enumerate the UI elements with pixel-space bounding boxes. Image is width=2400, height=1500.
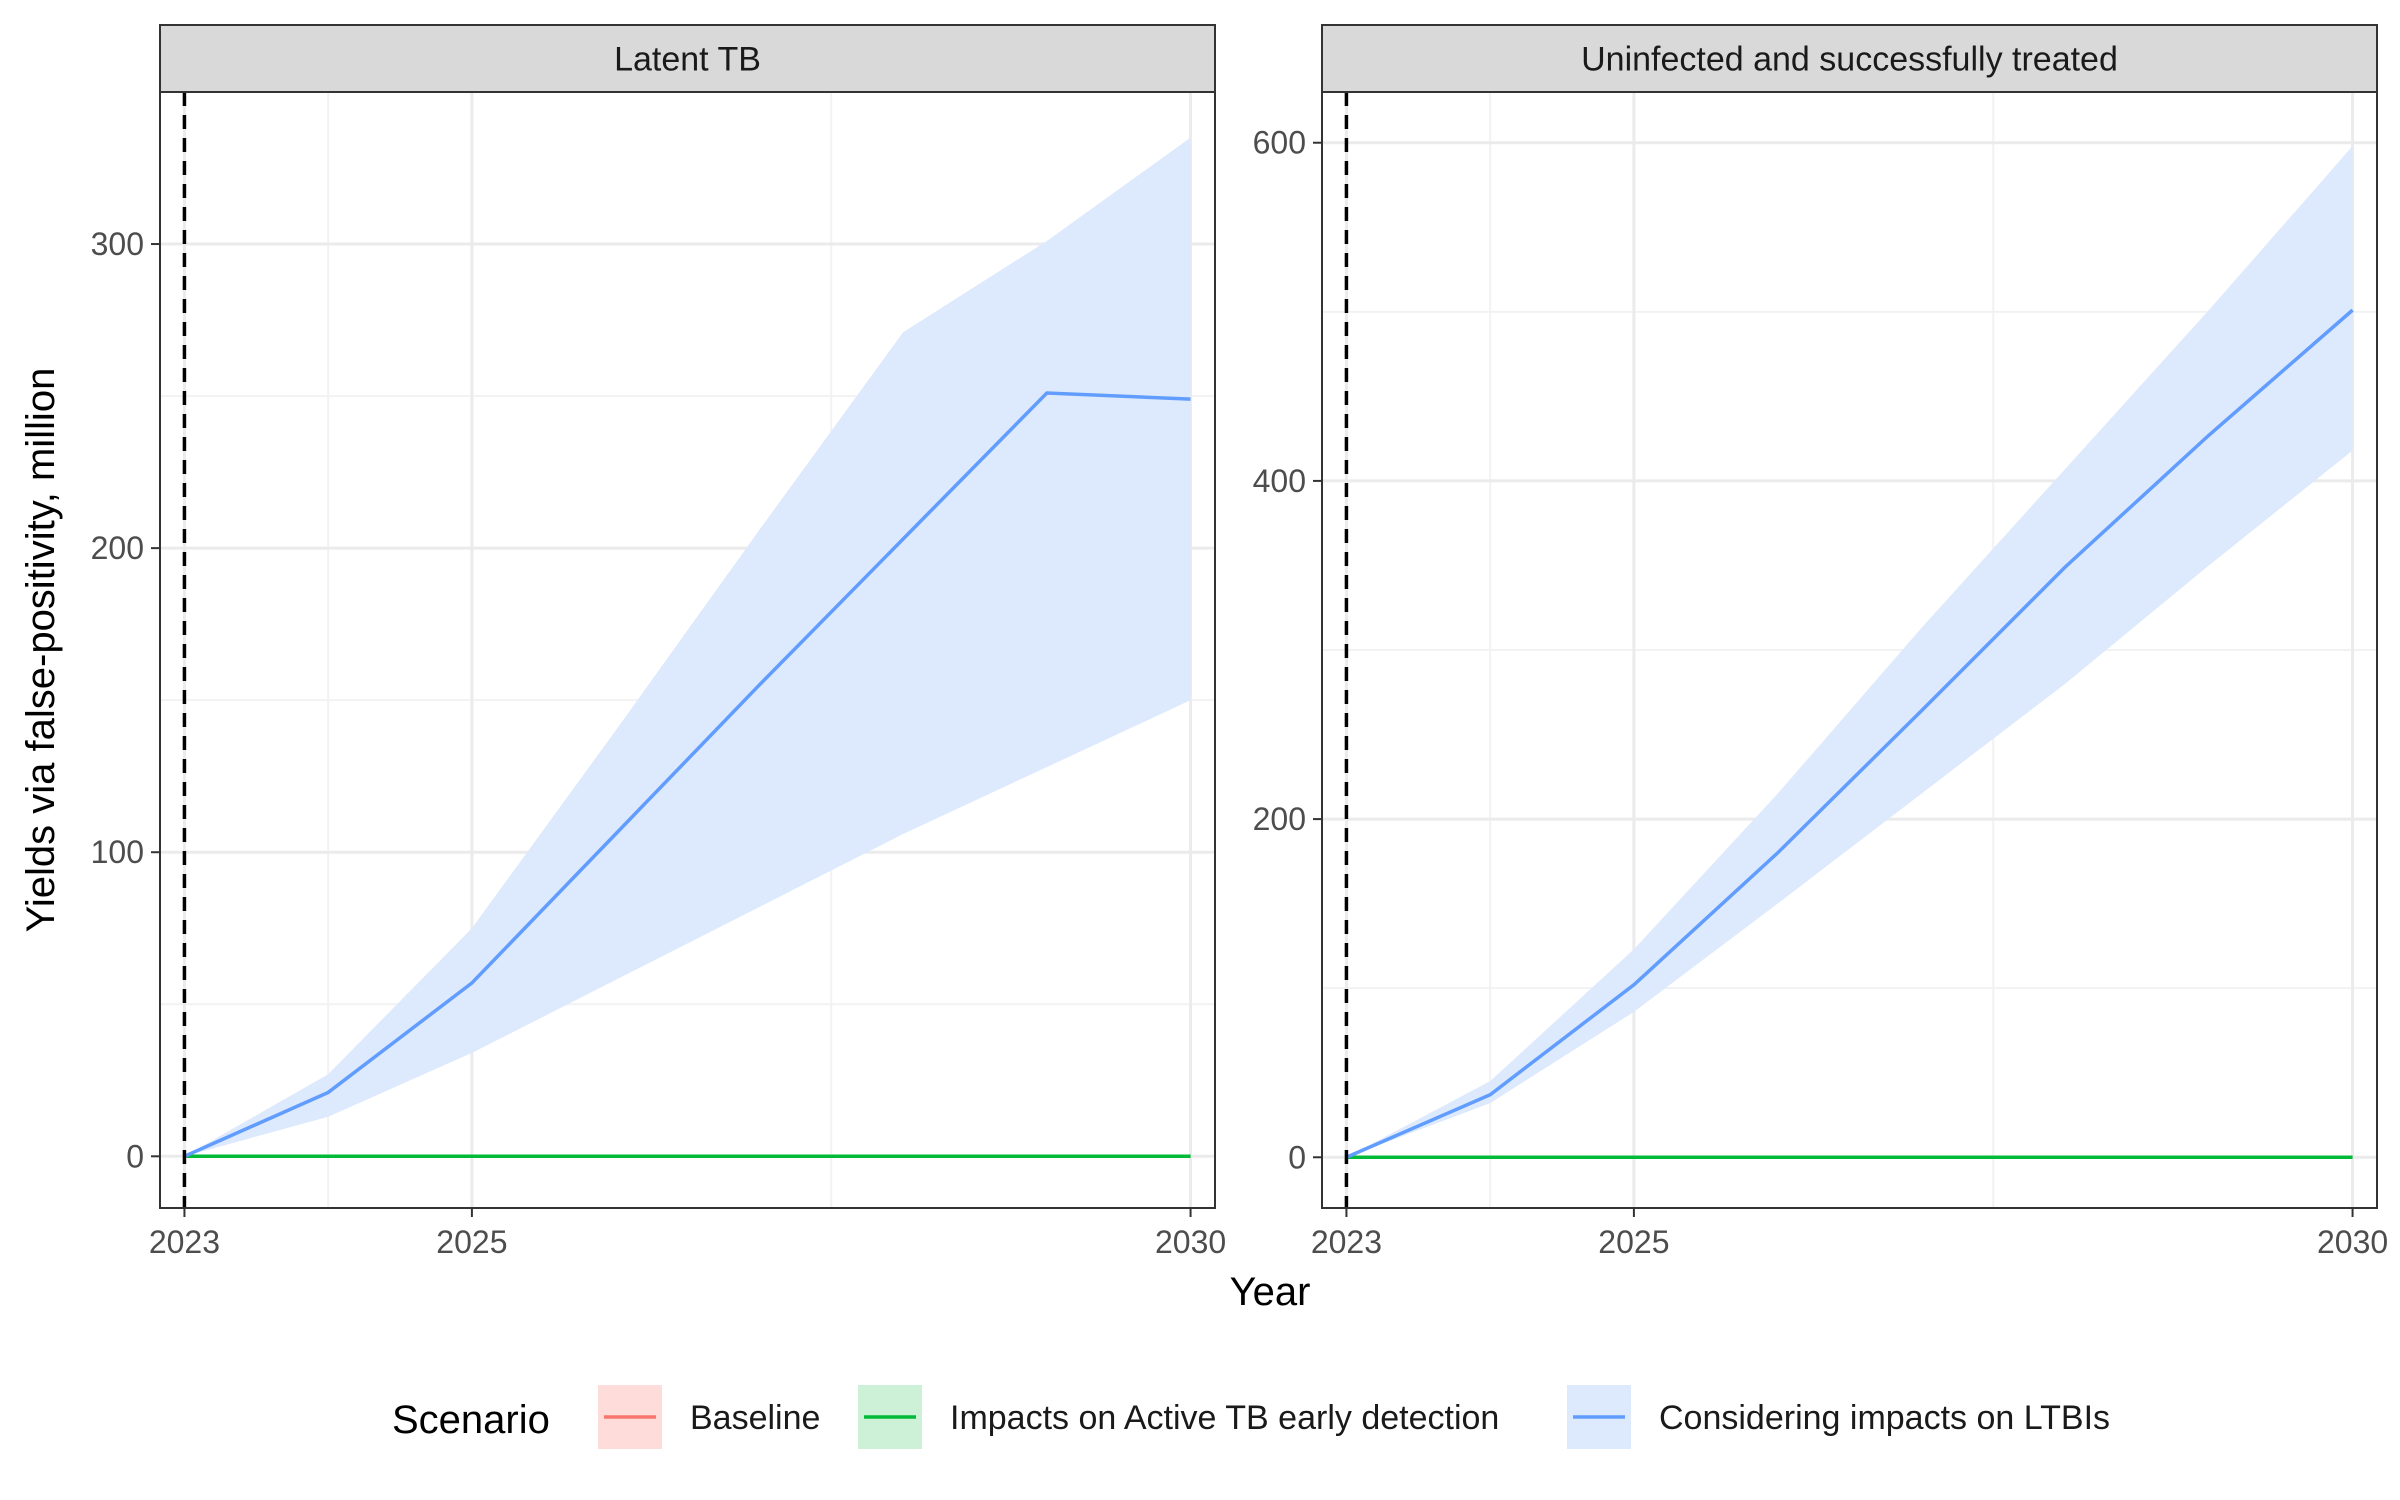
legend-label: Baseline bbox=[690, 1399, 820, 1437]
strip-background bbox=[159, 24, 1216, 93]
strip-background bbox=[1321, 24, 2378, 93]
y-tick-label: 0 bbox=[126, 1138, 144, 1174]
legend-entry-3: Considering impacts on LTBIs bbox=[1567, 1385, 2110, 1449]
legend-entry-1: Baseline bbox=[598, 1385, 820, 1449]
legend-label: Impacts on Active TB early detection bbox=[950, 1399, 1499, 1437]
x-tick-label: 2030 bbox=[2317, 1224, 2388, 1260]
legend-title: Scenario bbox=[392, 1398, 550, 1442]
x-tick-label: 2023 bbox=[1311, 1224, 1382, 1260]
y-tick-label: 100 bbox=[91, 834, 144, 870]
series-line-2 bbox=[183, 391, 1191, 1158]
panel-2: Uninfected and successfully treated 0 200 4… bbox=[1253, 24, 2388, 1260]
legend: Scenario Baseline Impacts on Active TB ea… bbox=[392, 1385, 2110, 1449]
y-tick-label: 400 bbox=[1253, 463, 1306, 499]
x-tick-label: 2023 bbox=[149, 1224, 220, 1260]
panel-1: Latent TB 0 100 200 300 2023 2025 2030 bbox=[91, 24, 1226, 1260]
y-tick-label: 300 bbox=[91, 226, 144, 262]
series-line-2 bbox=[1345, 308, 2354, 1159]
legend-label: Considering impacts on LTBIs bbox=[1659, 1399, 2110, 1437]
y-tick-label: 200 bbox=[1253, 801, 1306, 837]
x-tick-label: 2025 bbox=[436, 1224, 507, 1260]
y-tick-label: 600 bbox=[1253, 125, 1306, 161]
y-tick-label: 200 bbox=[91, 530, 144, 566]
x-tick-label: 2025 bbox=[1598, 1224, 1669, 1260]
x-tick-label: 2030 bbox=[1155, 1224, 1226, 1260]
y-axis-title: Yields via false-positivity, million bbox=[19, 368, 63, 933]
strip-label: Latent TB bbox=[614, 41, 761, 79]
y-tick-label: 0 bbox=[1288, 1139, 1306, 1175]
ribbon-2 bbox=[184, 137, 1191, 1157]
legend-entry-2: Impacts on Active TB early detection bbox=[858, 1385, 1499, 1449]
strip-label: Uninfected and successfully treated bbox=[1581, 41, 2118, 79]
x-axis-title: Year bbox=[1230, 1270, 1311, 1314]
